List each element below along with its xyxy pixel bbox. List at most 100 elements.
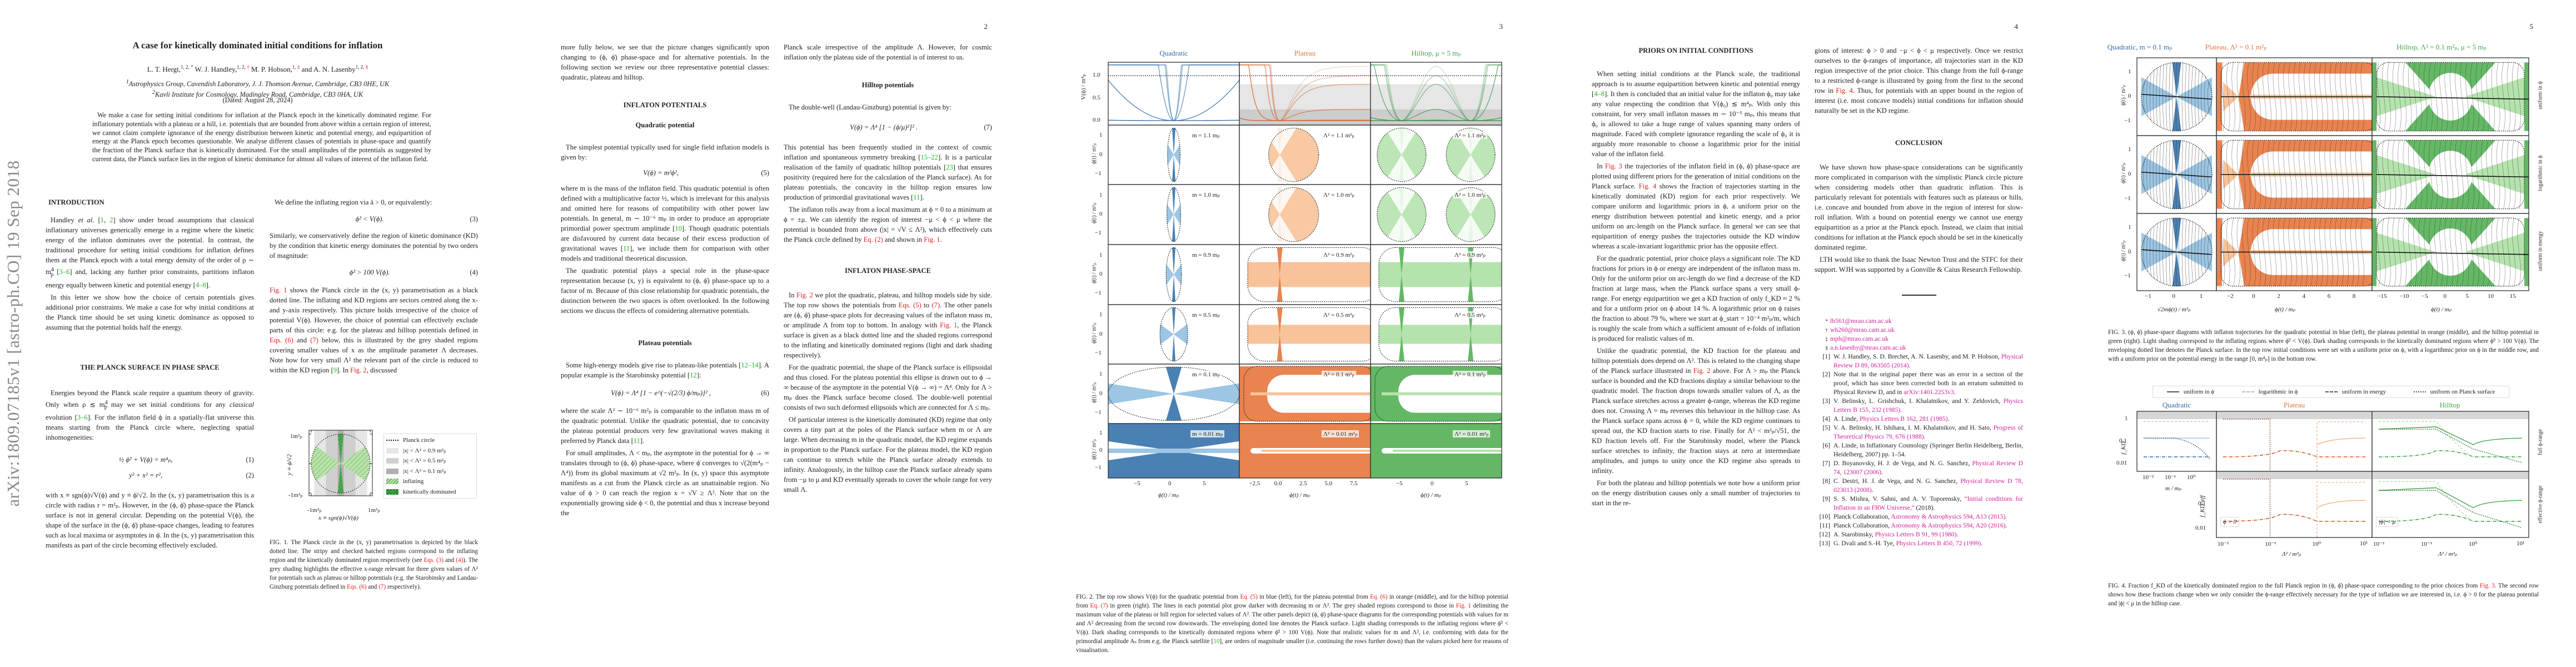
equation-link[interactable]: Eq. (7) [1090,603,1108,609]
equation-link[interactable]: Eqs. (3) [423,557,444,564]
reference-link[interactable]: Physics Letters B 450, 72 (1999) [1896,540,1981,547]
fig4-ytick: 1 [2125,415,2128,422]
fig3-trajectory [2188,64,2190,129]
citation-link[interactable]: 10 [1213,638,1220,645]
figure-link[interactable]: Fig. 4 [1836,87,1853,94]
citation-link[interactable]: 11 [623,245,630,252]
equation-link[interactable]: Eqs. (6) [270,336,293,344]
fig2-kd-region [1277,247,1283,302]
figure-link[interactable]: Fig. 3 [2479,583,2495,589]
citation-link[interactable]: 12 [690,371,697,379]
fig3-trajectory [2156,68,2158,126]
reference-link[interactable]: arXiv:1401.2253v3 [1904,389,1954,396]
paragraph: The simplest potential typically used fo… [561,143,769,161]
fig3-ytick: −1 [2124,117,2131,124]
figure-link[interactable]: Fig. 3 [1605,162,1622,170]
equation-link[interactable]: (7) [931,301,940,309]
fig3-trajectory [2449,62,2454,131]
fig4-panel [2136,411,2217,472]
fig3-ytick: −1 [2124,272,2131,279]
fig4-panel [2216,471,2373,538]
author-footnote-link[interactable]: ‡ [297,64,300,70]
paragraph: In Fig. 2 we plot the quadratic, plateau… [784,291,993,359]
equation-link[interactable]: Eqs. (5) [898,301,921,309]
fig2-xtick: 5 [1203,480,1206,487]
fig2-potential-curve [1371,64,1502,121]
equation-link[interactable]: Eq. (2) [863,236,883,243]
fig2-planck-surface [1247,247,1371,302]
reference-text: Note that in the original paper there wa… [1833,371,2023,396]
reference-link[interactable]: Physical Review D 89, 063505 (2014) [1833,353,2023,369]
equation-link[interactable]: Eq. (6) [1369,594,1388,600]
email-link[interactable]: wh260@mrao.cam.ac.uk [1830,326,1895,334]
citation-link[interactable]: 3–6 [59,268,70,276]
citation-link[interactable]: 15–22 [920,153,938,161]
author-footnote-link[interactable]: * [191,64,193,70]
reference-link[interactable]: “Initial conditions for Inflation in an … [1833,495,2023,511]
legend-label: inflating [403,478,424,485]
figure-link[interactable]: Fig. 1 [1456,603,1471,609]
reference-link[interactable]: Astronomy & Astrophysics 594, A20 (2016) [1891,522,2006,529]
author-affiliation-marker: 1, 2, [355,64,366,70]
citation-link[interactable]: 3–6 [77,414,88,422]
figure-link[interactable]: Fig. 1 [924,236,940,243]
fig2-xtick: 5.0 [1324,480,1333,487]
fig2-panel [1108,62,1240,126]
fig2-inflating-region [1379,262,1502,287]
citation-link[interactable]: 9 [333,366,337,374]
arxiv-stamp-text: arXiv:1809.07185v1 [astro-ph.CO] 19 Sep … [3,160,23,507]
reference-link[interactable]: Physical Review D 78, 023013 (2008) [1833,477,2023,494]
equation-link[interactable]: (7) [310,336,318,344]
reference-link[interactable]: Physical Review D 74, 123007 (2006) [1833,460,2023,476]
citation-link[interactable]: 4–8 [195,281,206,289]
fig3-panel-content [2372,217,2529,287]
fig3-trajectory [2153,148,2155,201]
fig3-planck-surface [2141,140,2213,210]
figure-link[interactable]: Fig. 1 [940,321,958,329]
citation-link[interactable]: 23 [946,163,953,171]
fig3-attractor [2141,171,2213,178]
fig3-trajectory [2413,62,2417,131]
citation-link[interactable]: 1 [100,216,104,224]
reference-link[interactable]: Physics Letters B 155, 232 (1985) [1833,397,2023,414]
footnote: † wh260@mrao.cam.ac.uk [1815,326,2023,335]
page4-left-column: PRIORS ON INITIAL CONDITIONS When settin… [1592,46,1800,510]
citation-link[interactable]: 11 [913,193,920,201]
intro-paragraph-2: In this letter we show how the choice of… [46,293,254,331]
citation-link[interactable]: 10 [675,225,682,232]
equation-link[interactable]: (4) [456,557,464,564]
fig1-legend: Planck circle |x| < Λ² = 0.9 m²ₚ |x| < Λ² … [383,434,477,499]
legend-label: uniform on Planck surface [2430,389,2495,395]
email-link[interactable]: lh561@mrao.cam.ac.uk [1830,317,1892,325]
email-link[interactable]: a.n.lasenby@mrao.cam.ac.uk [1830,344,1906,351]
reference-link[interactable]: Physics Letters B 162, 281 (1985) [1860,415,1948,422]
fig2-inflating-region [1393,450,1502,452]
citation-link[interactable]: 12–14 [741,361,759,369]
fig3-panel [2136,213,2217,291]
reference-link[interactable]: Progress of Theoretical Physics 79, 676 … [1833,424,2023,440]
citation-link[interactable]: 4–8 [1594,90,1605,98]
equation-link[interactable]: Eq. (5) [1240,594,1258,600]
fig3-row-label: uniform in ϕ [2537,81,2544,109]
fig2-ytick: −1 [1095,170,1102,177]
fig2-planck-surface [1268,187,1319,242]
figure-link[interactable]: Fig. 4 [1638,182,1657,190]
figure-link[interactable]: Fig. 2 [796,291,813,299]
equation-link[interactable]: (7) [378,584,386,590]
reference-link[interactable]: Physics Letters B 91, 99 (1980) [1875,531,1957,538]
fig3-planck-surface [2141,62,2213,132]
email-link[interactable]: mph@mrao.cam.ac.uk [1830,335,1889,342]
fig2-xtick: 2.5 [1299,480,1307,487]
fig2-panel [1239,423,1371,479]
reference-link[interactable]: Astronomy & Astrophysics 594, A13 (2015) [1891,513,2006,520]
citation-link[interactable]: 11 [633,437,640,445]
citation-link[interactable]: 2 [109,216,113,224]
equation-link[interactable]: Eqs. (6) [347,584,367,590]
figure-3: Quadratic, m = 0.1 mₚ Plateau, Λ² = 0.1 … [2061,0,2576,322]
figure-link[interactable]: Fig. 2 [1693,367,1711,375]
author-footnote-link[interactable]: § [365,64,368,70]
figure-link[interactable]: Fig. 1 [270,286,287,294]
figure-link[interactable]: Fig. 2 [350,366,367,374]
fig3-trajectory [2439,140,2443,209]
author-footnote-link[interactable]: † [247,64,250,70]
